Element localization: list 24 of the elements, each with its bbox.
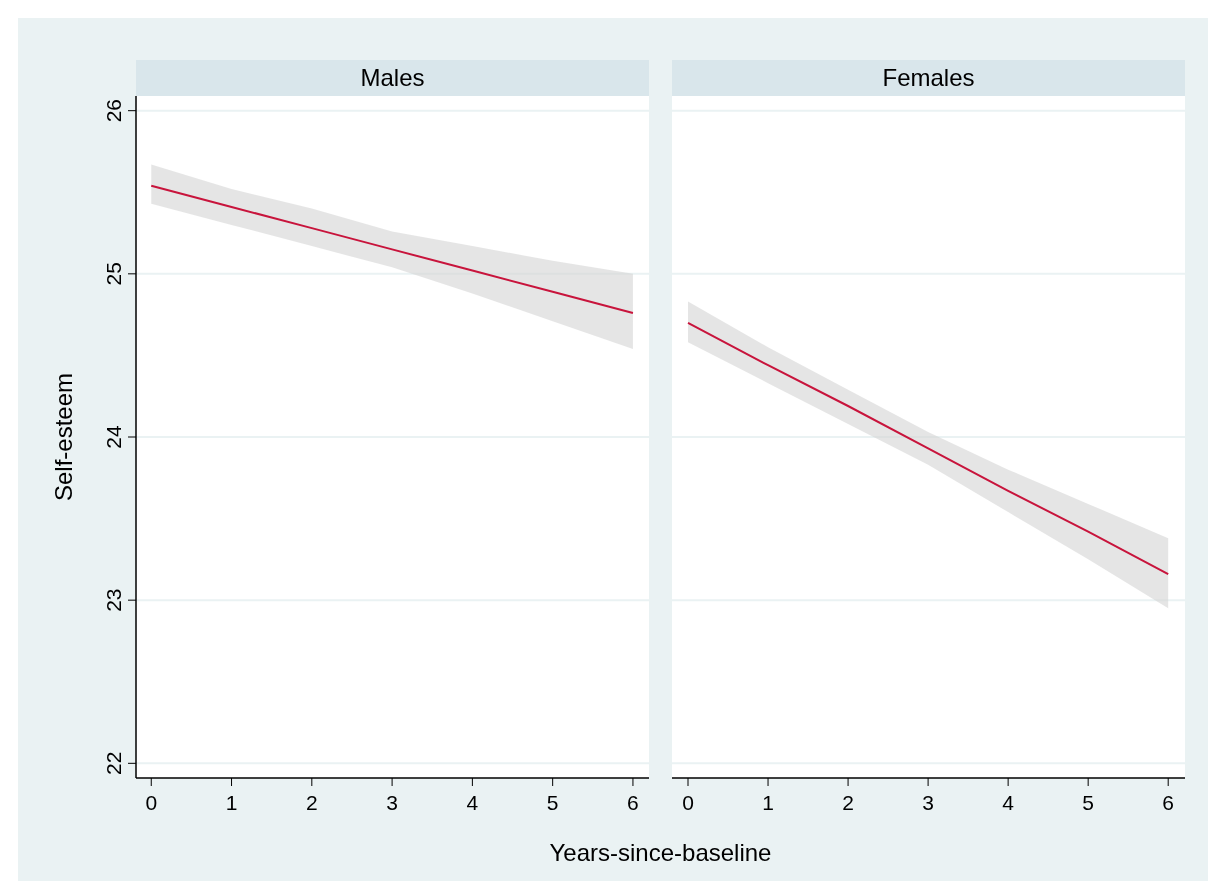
chart-title: Females: [882, 64, 975, 91]
x-tick-label: 6: [1162, 791, 1175, 814]
y-tick-label: 24: [102, 425, 125, 449]
chart-title: Males: [360, 64, 425, 91]
x-tick-label: 2: [842, 791, 854, 814]
x-tick-label: 6: [627, 791, 639, 814]
x-tick-label: 5: [1082, 791, 1095, 814]
x-tick-label: 0: [682, 791, 694, 814]
x-tick-label: 4: [1002, 791, 1015, 814]
x-tick-label: 3: [386, 791, 398, 814]
x-tick-label: 2: [305, 791, 318, 814]
x-tick-label: 5: [546, 791, 559, 814]
y-tick-label: 22: [102, 751, 125, 775]
line-series: [150, 184, 634, 314]
y-tick-label: 23: [102, 588, 125, 612]
y-tick-label: 25: [102, 262, 125, 286]
x-tick-label: 3: [922, 791, 934, 814]
x-axis-title: Years-since-baseline: [549, 839, 772, 866]
x-tick-label: 1: [225, 791, 238, 814]
x-tick-label: 1: [762, 791, 774, 814]
x-tick-label: 0: [145, 791, 158, 814]
x-tick-label: 4: [466, 791, 479, 814]
y-tick-label: 26: [102, 99, 125, 123]
y-axis-title: Self-esteem: [50, 372, 77, 502]
